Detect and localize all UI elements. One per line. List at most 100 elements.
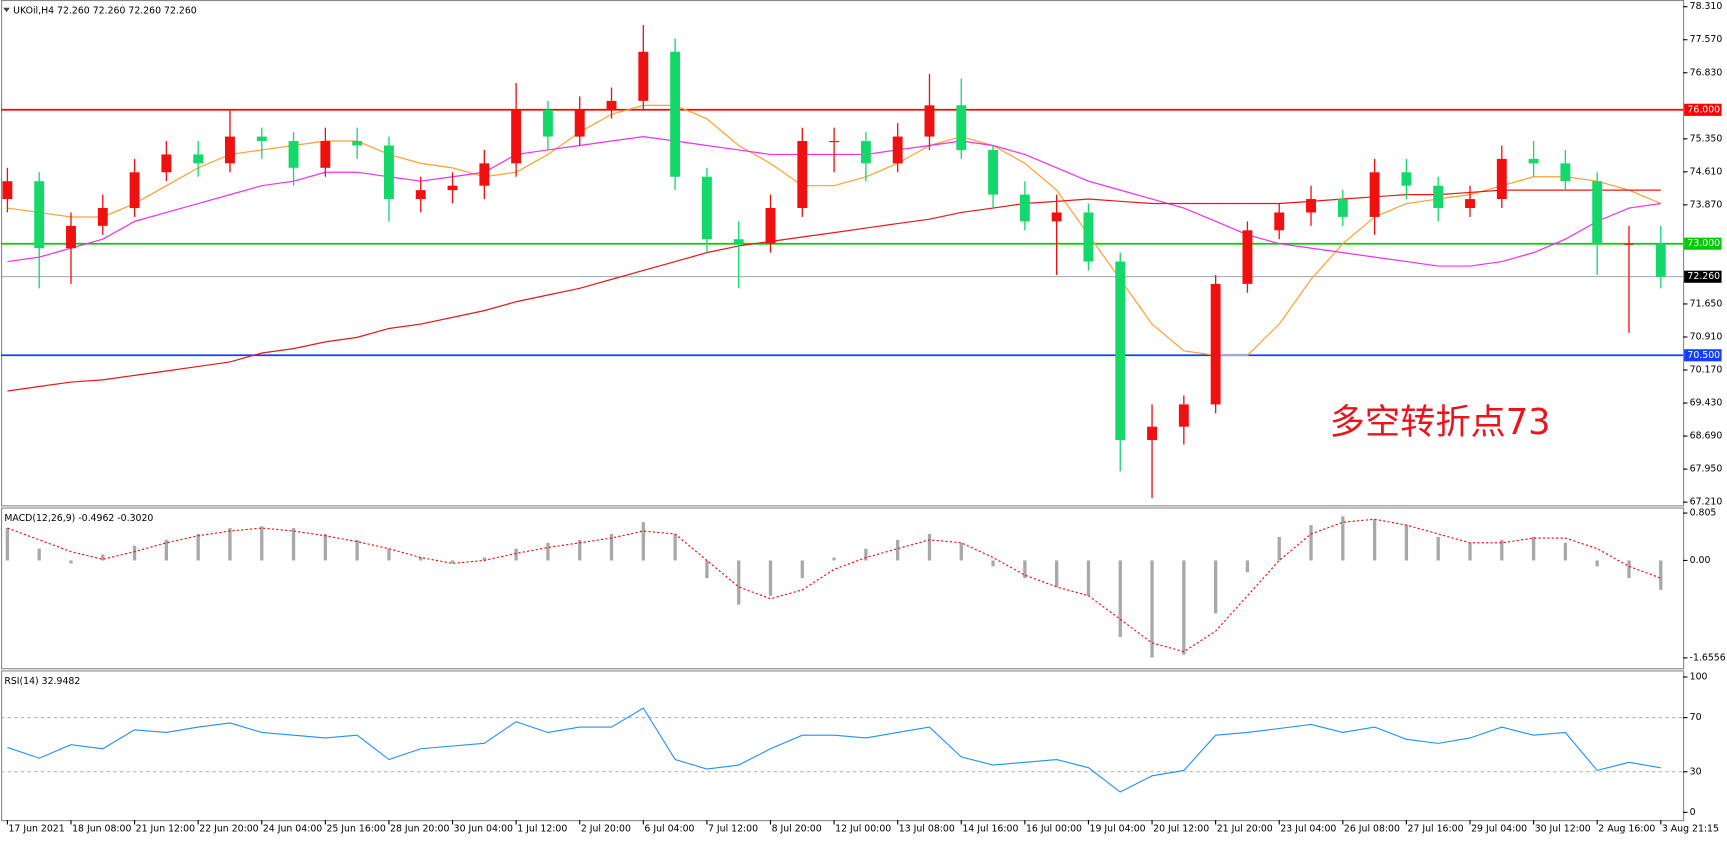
y-tick-label: 70.170	[1690, 365, 1723, 376]
x-tick-label: 8 Jul 20:00	[772, 823, 822, 834]
menu-arrow[interactable]	[3, 7, 10, 13]
macd-bar	[864, 548, 868, 561]
x-tick-label: 3 Aug 21:15	[1662, 823, 1719, 834]
macd-bar	[1150, 560, 1154, 658]
y-tick-label: 71.650	[1690, 298, 1723, 309]
panel-title: RSI(14) 32.9482	[4, 676, 80, 687]
candle-body	[542, 109, 553, 137]
candle-body	[97, 207, 108, 226]
macd-bar	[1372, 519, 1377, 561]
candle-body	[1147, 426, 1157, 441]
macd-bar	[1436, 536, 1440, 561]
level-label-bg	[1684, 349, 1722, 362]
y-tick-label: 67.210	[1690, 497, 1723, 508]
candle-body	[829, 141, 840, 143]
macd-bar	[1627, 560, 1631, 579]
macd-bar	[959, 542, 963, 561]
moving-average	[7, 104, 1662, 356]
candle-body	[670, 51, 681, 177]
candle-body	[1655, 243, 1666, 277]
candle-body	[956, 105, 967, 150]
panel-frame	[1, 0, 1685, 507]
y-tick-label: -1.6556	[1690, 652, 1726, 663]
candle-body	[225, 136, 235, 164]
level-label-bg	[1684, 103, 1722, 116]
candle-body	[511, 109, 522, 164]
macd-bar	[132, 545, 137, 561]
candle-body	[988, 149, 999, 195]
x-tick-label: 16 Jul 00:00	[1026, 823, 1082, 834]
macd-bar	[800, 560, 804, 579]
candle-body	[161, 154, 172, 173]
moving-average	[7, 189, 1661, 392]
macd-bar	[1309, 525, 1313, 561]
candle-body	[924, 105, 935, 137]
candle-body	[1592, 181, 1603, 244]
y-tick-label: 77.570	[1690, 34, 1723, 45]
macd-bar	[323, 533, 328, 561]
x-tick-label: 30 Jul 12:00	[1535, 823, 1591, 834]
macd-bar	[228, 528, 232, 561]
candle-body	[34, 181, 45, 249]
x-tick-label: 22 Jun 20:00	[199, 823, 258, 834]
macd-bar	[69, 560, 73, 564]
macd-bar	[832, 557, 836, 561]
x-tick-label: 21 Jul 20:00	[1217, 823, 1273, 834]
x-tick-label: 24 Jun 04:00	[263, 823, 322, 834]
candle-body	[415, 190, 426, 200]
macd-bar	[705, 560, 709, 579]
candle-body	[129, 172, 140, 208]
panel-title: MACD(12,26,9) -0.4962 -0.3020	[4, 513, 153, 524]
macd-bar	[1595, 560, 1599, 567]
candle-body	[288, 141, 299, 168]
x-tick-label: 21 Jun 12:00	[136, 823, 195, 834]
x-tick-label: 2 Aug 16:00	[1598, 823, 1655, 834]
x-tick-label: 27 Jul 16:00	[1408, 823, 1464, 834]
macd-bar	[609, 533, 614, 561]
x-tick-label: 12 Jul 00:00	[835, 823, 891, 834]
x-tick-label: 23 Jul 04:00	[1280, 823, 1336, 834]
macd-bar	[482, 557, 486, 561]
x-tick-label: 17 Jun 2021	[8, 823, 64, 834]
candle-body	[638, 51, 649, 101]
macd-bar	[164, 539, 169, 561]
y-tick-label: 76.830	[1690, 67, 1723, 78]
macd-bar	[1213, 560, 1218, 614]
candle-body	[1624, 243, 1634, 245]
level-label-bg	[1684, 270, 1722, 283]
macd-bar	[1023, 560, 1027, 579]
y-tick-label: 0	[1690, 807, 1696, 818]
y-tick-label: 73.870	[1690, 199, 1723, 210]
macd-bar	[546, 542, 550, 561]
x-tick-label: 29 Jul 04:00	[1471, 823, 1527, 834]
panel-frame	[1, 670, 1685, 822]
candle-body	[701, 176, 712, 240]
macd-bar	[387, 548, 391, 561]
candle-body	[1083, 212, 1094, 262]
macd-bar	[1118, 560, 1122, 637]
panel-frame	[1, 507, 1685, 670]
candle-body	[1401, 172, 1412, 186]
macd-bar	[991, 560, 995, 567]
candle-body	[2, 181, 13, 200]
macd-bar	[1659, 560, 1663, 590]
y-tick-label: 30	[1690, 766, 1702, 777]
macd-bar	[450, 560, 455, 564]
y-tick-label: 68.690	[1690, 431, 1723, 442]
macd-bar	[1468, 542, 1472, 561]
candle-body	[765, 207, 776, 244]
x-tick-label: 18 Jun 08:00	[72, 823, 131, 834]
macd-bar	[260, 526, 264, 561]
candle-body	[1496, 158, 1507, 200]
level-label: 76.000	[1687, 104, 1720, 115]
candle-body	[574, 109, 585, 137]
signal-line	[7, 518, 1661, 653]
candle-body	[1369, 172, 1380, 217]
candle-body	[383, 145, 394, 200]
y-tick-label: 74.610	[1690, 166, 1723, 177]
candle-body	[479, 163, 490, 186]
candle-body	[1019, 194, 1030, 222]
level-label: 72.260	[1687, 271, 1720, 282]
